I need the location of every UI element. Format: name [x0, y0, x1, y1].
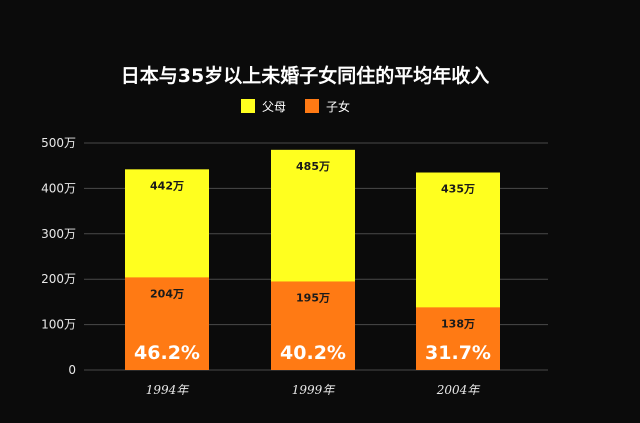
bar-children [416, 307, 500, 370]
bars [125, 149, 500, 370]
x-category-label: 2004年 [436, 383, 482, 397]
chart-title: 日本与35岁以上未婚子女同住的平均年收入 [121, 64, 489, 87]
legend-swatch-children [305, 99, 319, 113]
y-tick-label: 400万 [41, 181, 76, 195]
data-labels: 442万 204万 46.2% 485万 195万 40.2% 435万 138万 31.7% [134, 160, 491, 364]
ratio-label: 31.7% [425, 342, 491, 364]
value-label-children: 195万 [296, 291, 330, 304]
ratio-label: 40.2% [280, 342, 346, 364]
legend-swatch-parents [241, 99, 255, 113]
x-axis-categories: 1994年 1999年 2004年 [146, 383, 482, 397]
y-axis-ticks: 0 100万 200万 300万 400万 500万 [41, 136, 76, 377]
value-label-parents: 442万 [150, 179, 184, 192]
legend-label-parents: 父母 [262, 100, 286, 114]
legend-label-children: 子女 [326, 99, 350, 114]
value-label-parents: 435万 [441, 183, 475, 196]
y-tick-label: 500万 [41, 136, 76, 150]
bar-children [271, 281, 355, 370]
value-label-children: 138万 [441, 317, 475, 330]
x-category-label: 1994年 [146, 383, 191, 397]
value-label-parents: 485万 [296, 160, 330, 173]
legend: 父母 子女 [241, 99, 350, 114]
bar-children [125, 277, 209, 370]
y-tick-label: 0 [68, 363, 76, 377]
y-tick-label: 300万 [41, 227, 76, 241]
x-category-label: 1999年 [292, 383, 337, 397]
y-tick-label: 100万 [41, 318, 76, 332]
ratio-label: 46.2% [134, 342, 200, 364]
value-label-children: 204万 [150, 287, 184, 300]
y-tick-label: 200万 [41, 272, 76, 286]
